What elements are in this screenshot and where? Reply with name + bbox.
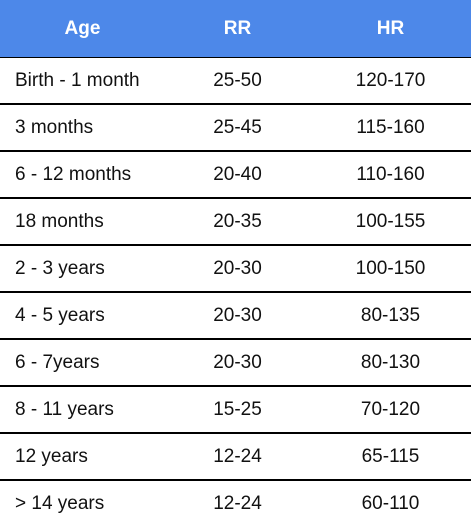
value-cell: 15-25 — [165, 386, 310, 434]
table-row: Birth - 1 month 25-50 120-170 — [0, 57, 471, 105]
table-row: 6 - 7years 20-30 80-130 — [0, 339, 471, 387]
value-cell: 25-50 — [165, 57, 310, 105]
table-row: 8 - 11 years 15-25 70-120 — [0, 386, 471, 434]
value-cell: 80-130 — [310, 339, 471, 387]
value-cell: 115-160 — [310, 104, 471, 152]
value-cell: 20-30 — [165, 292, 310, 340]
value-cell: 20-40 — [165, 151, 310, 199]
age-cell: > 14 years — [15, 492, 105, 514]
value-cell: 25-45 — [165, 104, 310, 152]
age-cell: 2 - 3 years — [0, 245, 165, 293]
table-row: 18 months 20-35 100-155 — [0, 198, 471, 246]
table-row: 3 months 25-45 115-160 — [0, 104, 471, 152]
header-cell: RR — [165, 0, 310, 58]
value-cell: 20-30 — [165, 339, 310, 387]
value-cell: 120-170 — [310, 57, 471, 105]
table-body: Birth - 1 month 25-50 120-170 3 months 25-45… — [0, 57, 471, 527]
value-cell: 12-24 — [213, 492, 262, 514]
age-cell: 4 - 5 years — [0, 292, 165, 340]
age-cell: 6 - 12 months — [0, 151, 165, 199]
age-cell: 8 - 11 years — [0, 386, 165, 434]
table-row: 4 - 5 years 20-30 80-135 — [0, 292, 471, 340]
value-cell: 60-110 — [361, 492, 420, 514]
value-cell: 100-155 — [310, 198, 471, 246]
value-cell: 110-160 — [310, 151, 471, 199]
value-cell: 20-30 — [165, 245, 310, 293]
age-cell: 12 years — [0, 433, 165, 481]
header-cell: Age — [0, 0, 165, 58]
age-cell: Birth - 1 month — [0, 57, 165, 105]
table-row: 2 - 3 years 20-30 100-150 — [0, 245, 471, 293]
value-cell: 70-120 — [310, 386, 471, 434]
table-row: > 14 years 12-24 60-110 — [0, 480, 471, 526]
age-cell: 3 months — [0, 104, 165, 152]
header-cell: HR — [310, 0, 471, 58]
value-cell: 12-24 — [165, 433, 310, 481]
table-row: 6 - 12 months 20-40 110-160 — [0, 151, 471, 199]
age-cell: 18 months — [0, 198, 165, 246]
value-cell: 100-150 — [310, 245, 471, 293]
value-cell: 80-135 — [310, 292, 471, 340]
value-cell: 65-115 — [310, 433, 471, 481]
age-cell: 6 - 7years — [0, 339, 165, 387]
value-cell: 20-35 — [165, 198, 310, 246]
header-row: Age RR HR — [0, 0, 471, 58]
table-header: Age RR HR — [0, 0, 471, 58]
table-row: 12 years 12-24 65-115 — [0, 433, 471, 481]
